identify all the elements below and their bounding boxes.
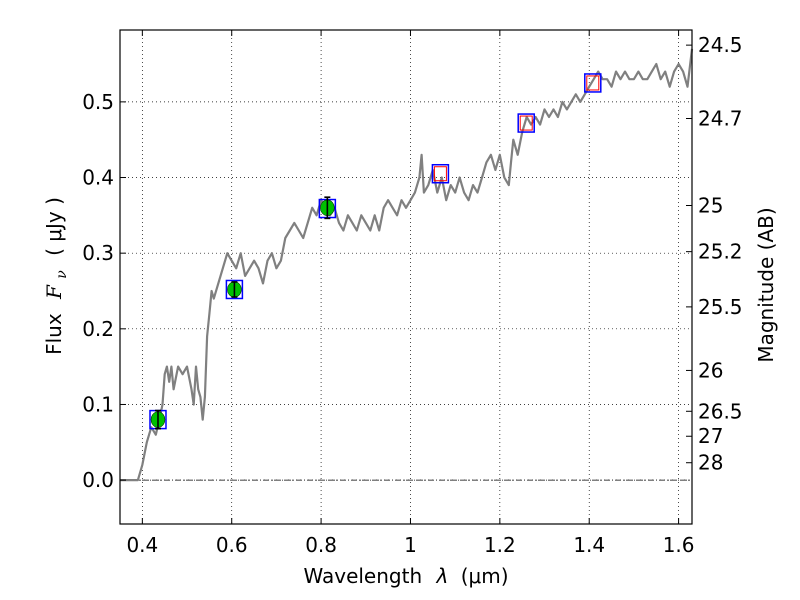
right-axis-label: Magnitude (AB) (754, 207, 778, 362)
x-axis-label: Wavelength λ (μm) (303, 564, 508, 588)
upper-limit-square (433, 166, 447, 182)
x-tick-label: 1 (404, 533, 417, 557)
x-tick-label: 1.6 (663, 533, 695, 557)
y-tick-label: 0.4 (82, 166, 114, 190)
y-axis-label-text: Flux (42, 313, 66, 355)
tick-layer: 0.4 0.6 0.8 1 1.2 1.4 1.6 0.0 0.1 0.2 0.3 0.4 0.5 24.… (82, 30, 743, 557)
right-tick-label: 26.5 (698, 399, 743, 423)
y-tick-label: 0.5 (82, 90, 114, 114)
x-tick-label: 0.4 (126, 533, 158, 557)
right-tick-label: 25 (698, 194, 723, 218)
right-tick-label: 26 (698, 358, 723, 382)
y-axis-label: Flux F ν ( μJy ) (42, 197, 71, 355)
model-point-square (225, 279, 244, 300)
y-axis-symbol: F (42, 284, 66, 300)
right-tick-label: 24.5 (698, 33, 743, 57)
y-axis-subscript: ν (54, 270, 70, 279)
upper-limit-square (519, 115, 533, 131)
spectrum-line (120, 48, 694, 482)
x-tick-label: 1.4 (573, 533, 605, 557)
y-tick-label: 0.3 (82, 241, 114, 265)
right-tick-label: 25.2 (698, 240, 743, 264)
right-tick-label: 27 (698, 424, 723, 448)
upper-limit-square (586, 75, 600, 91)
y-tick-label: 0.2 (82, 317, 114, 341)
right-tick-label: 25.5 (698, 295, 743, 319)
x-tick-label: 1.2 (484, 533, 516, 557)
marker-layer (149, 73, 602, 430)
series-layer (120, 48, 694, 482)
y-tick-label: 0.0 (82, 468, 114, 492)
grid-lines (120, 30, 692, 524)
y-tick-label: 0.1 (82, 392, 114, 416)
x-axis-symbol: λ (436, 564, 449, 588)
plot-frame (119, 29, 693, 525)
model-point-square (517, 113, 535, 133)
x-tick-label: 0.8 (305, 533, 337, 557)
model-point-square (431, 163, 450, 184)
y-axis-unit: ( μJy ) (42, 197, 66, 256)
model-point-square (584, 73, 602, 93)
right-tick-label: 28 (698, 451, 723, 475)
x-axis-label-text: Wavelength (303, 564, 422, 588)
right-tick-label: 24.7 (698, 107, 743, 131)
x-axis-unit: (μm) (461, 564, 509, 588)
x-tick-label: 0.6 (216, 533, 248, 557)
